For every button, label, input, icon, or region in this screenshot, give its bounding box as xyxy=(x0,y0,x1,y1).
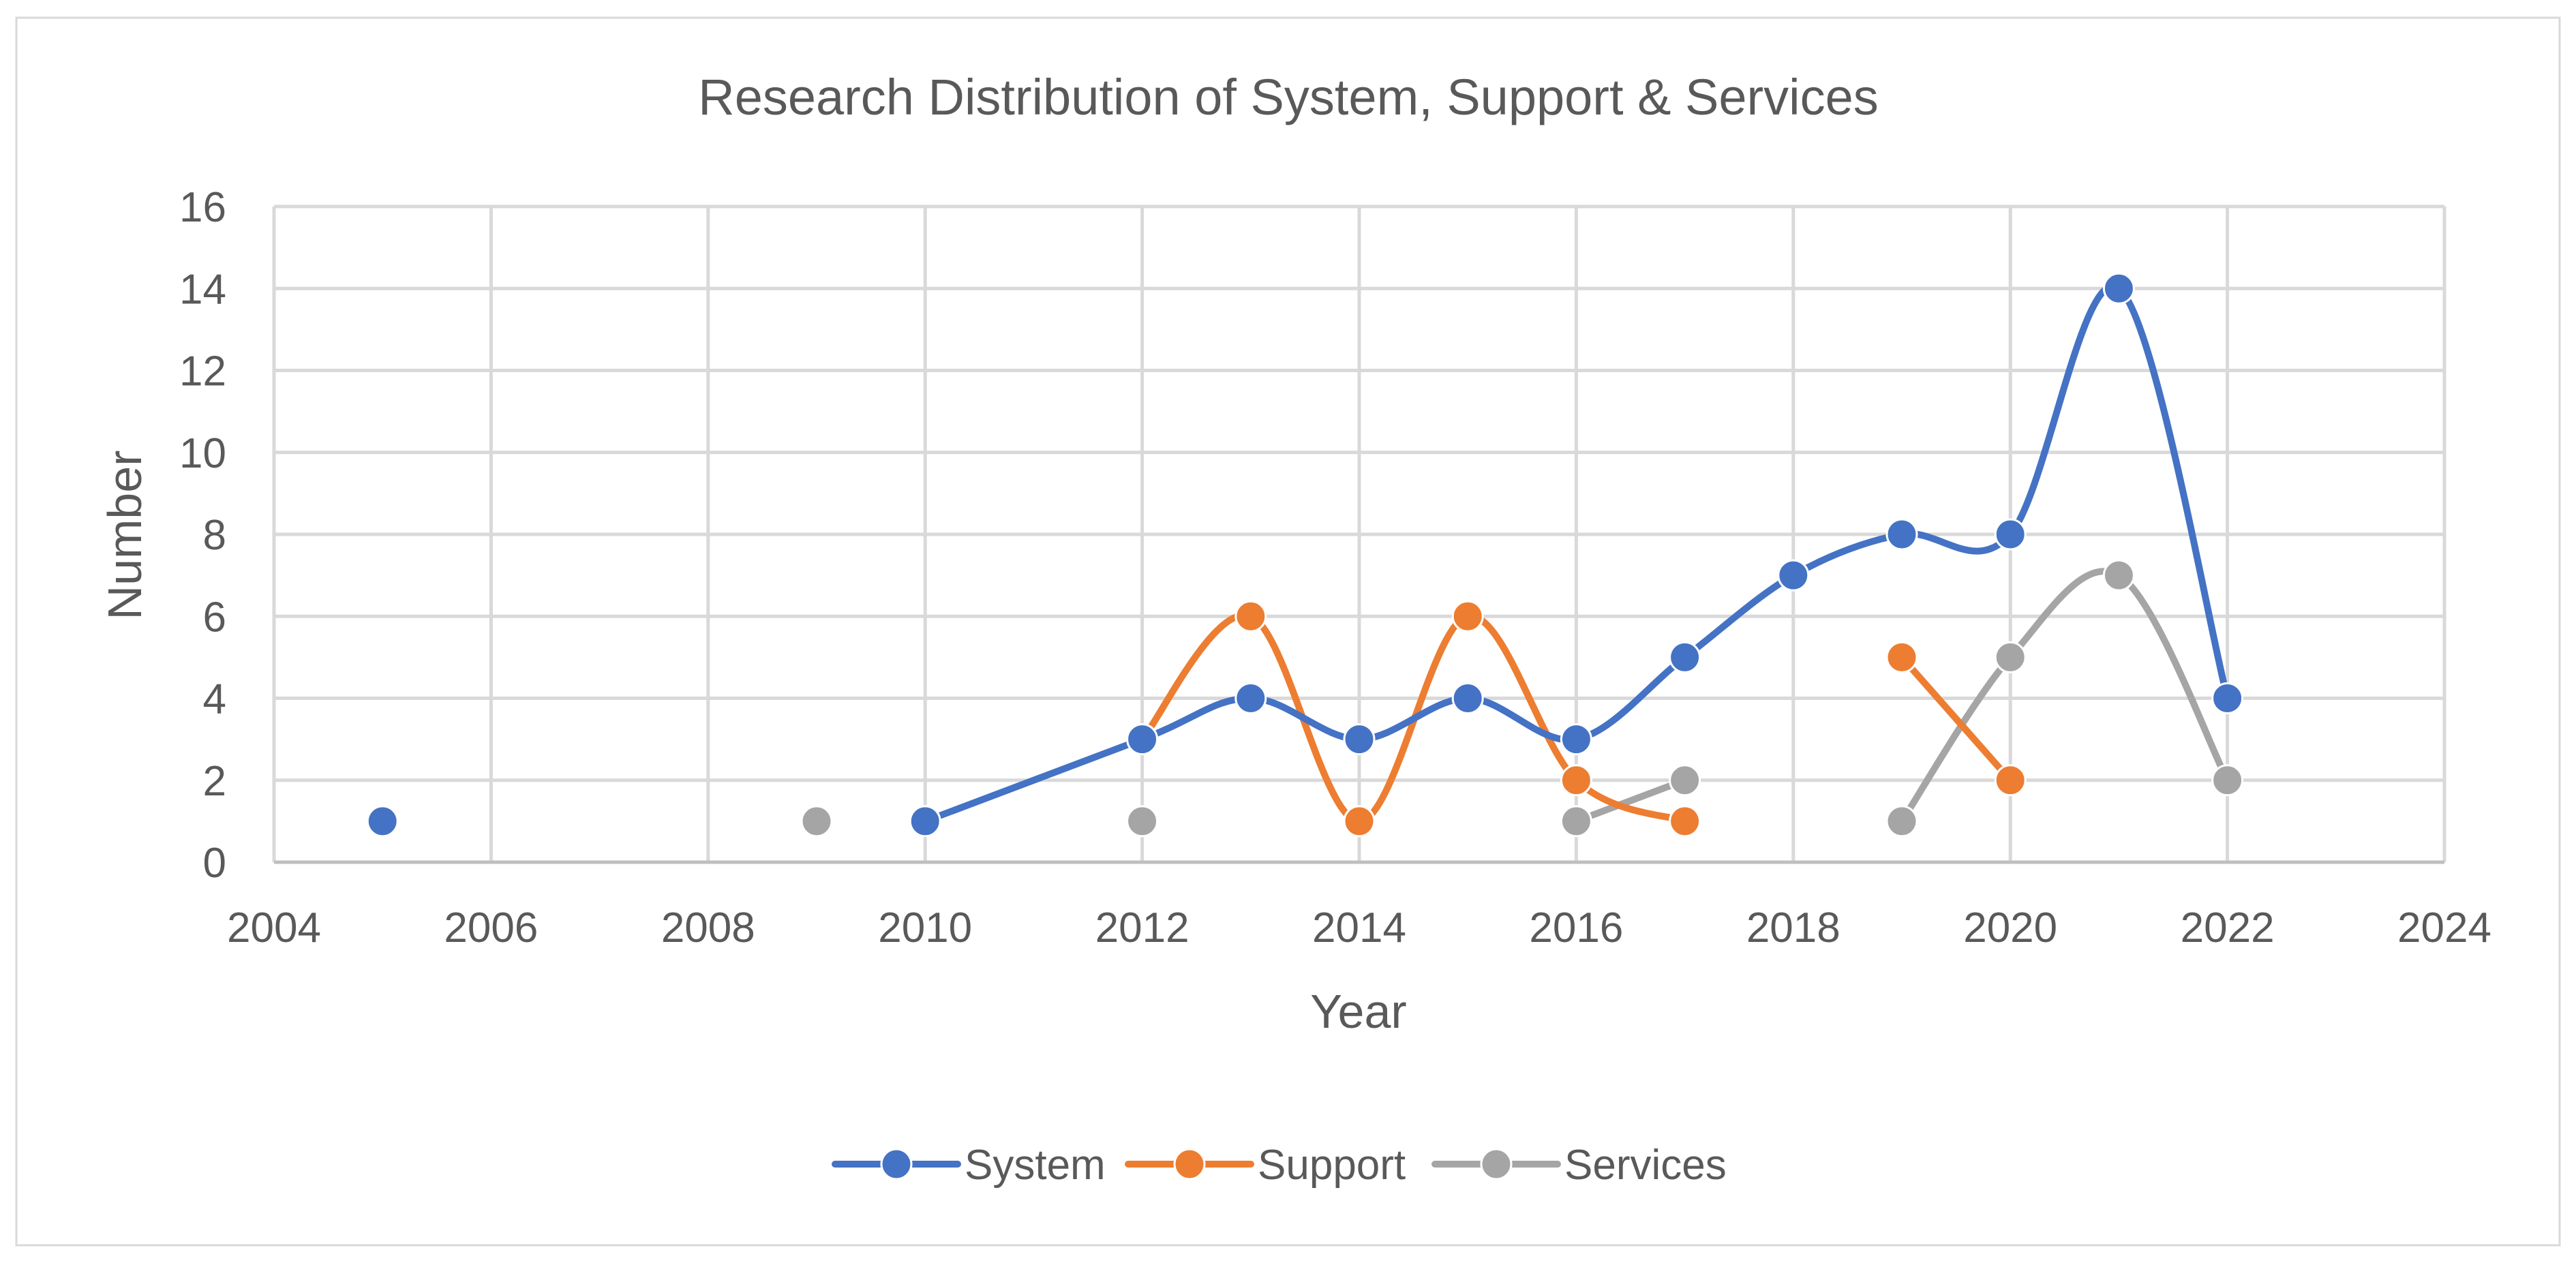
legend-label: Support xyxy=(1258,1142,1406,1189)
y-tick-label: 6 xyxy=(203,594,226,641)
services-series-line xyxy=(1898,568,2231,825)
legend-swatch-marker xyxy=(1173,1148,1206,1180)
support-point xyxy=(1994,764,2027,797)
y-tick-label: 12 xyxy=(179,348,226,395)
x-tick-label: 2008 xyxy=(661,904,755,951)
series-layer xyxy=(366,272,2244,838)
services-point xyxy=(800,805,833,838)
support-point xyxy=(1234,600,1267,632)
services-point xyxy=(2102,559,2135,592)
x-tick-label: 2018 xyxy=(1746,904,1840,951)
tick-labels: 0 2 4 6 8 10 12 14 16 2004 2006 2008 2010 2012 2014 201… xyxy=(179,184,2491,951)
y-tick-label: 0 xyxy=(203,840,226,887)
legend-item-support: Support xyxy=(1125,1142,1406,1189)
support-point xyxy=(1451,600,1484,632)
system-point xyxy=(1777,559,1810,592)
system-point xyxy=(1885,518,1918,551)
legend-item-system: System xyxy=(832,1142,1106,1189)
services-point xyxy=(1885,805,1918,838)
services-point xyxy=(1560,805,1592,838)
legend-swatch-marker xyxy=(1480,1148,1513,1180)
x-tick-label: 2024 xyxy=(2397,904,2491,951)
x-tick-label: 2012 xyxy=(1095,904,1189,951)
services-point xyxy=(1669,764,1701,797)
legend: System Support Services xyxy=(832,1142,1727,1189)
support-point xyxy=(1343,805,1376,838)
axes xyxy=(272,207,2444,864)
system-point xyxy=(2211,682,2244,714)
legend-item-services: Services xyxy=(1431,1142,1727,1189)
legend-swatch-marker xyxy=(880,1148,913,1180)
support-series xyxy=(1126,600,2027,838)
system-point xyxy=(1234,682,1267,714)
system-point xyxy=(1669,641,1701,673)
support-point xyxy=(1885,641,1918,673)
x-axis-label: Year xyxy=(1310,985,1406,1038)
system-point xyxy=(1126,723,1159,756)
y-tick-label: 10 xyxy=(179,430,226,477)
x-tick-label: 2006 xyxy=(444,904,538,951)
system-series xyxy=(366,272,2244,838)
chart-border xyxy=(15,16,2561,1247)
y-tick-label: 2 xyxy=(203,758,226,805)
system-point xyxy=(1560,723,1592,756)
y-tick-label: 14 xyxy=(179,266,226,313)
x-tick-label: 2016 xyxy=(1529,904,1623,951)
support-point xyxy=(1669,805,1701,838)
system-point xyxy=(1994,518,2027,551)
x-tick-label: 2004 xyxy=(227,904,321,951)
x-tick-label: 2022 xyxy=(2181,904,2275,951)
x-tick-label: 2020 xyxy=(1963,904,2057,951)
services-point xyxy=(1126,805,1159,838)
system-point xyxy=(1451,682,1484,714)
legend-label: System xyxy=(965,1142,1106,1189)
system-point xyxy=(909,805,941,838)
y-tick-label: 4 xyxy=(203,676,226,723)
support-point xyxy=(1560,764,1592,797)
chart-title: Research Distribution of System, Support… xyxy=(698,69,1878,125)
x-tick-label: 2014 xyxy=(1312,904,1406,951)
services-point xyxy=(2211,764,2244,797)
system-point xyxy=(366,805,399,838)
y-tick-label: 16 xyxy=(179,184,226,231)
services-point xyxy=(1994,641,2027,673)
y-tick-label: 8 xyxy=(203,512,226,559)
legend-label: Services xyxy=(1564,1142,1727,1189)
system-point xyxy=(2102,272,2135,305)
y-axis-label: Number xyxy=(98,451,151,620)
system-point xyxy=(1343,723,1376,756)
x-tick-label: 2010 xyxy=(878,904,972,951)
